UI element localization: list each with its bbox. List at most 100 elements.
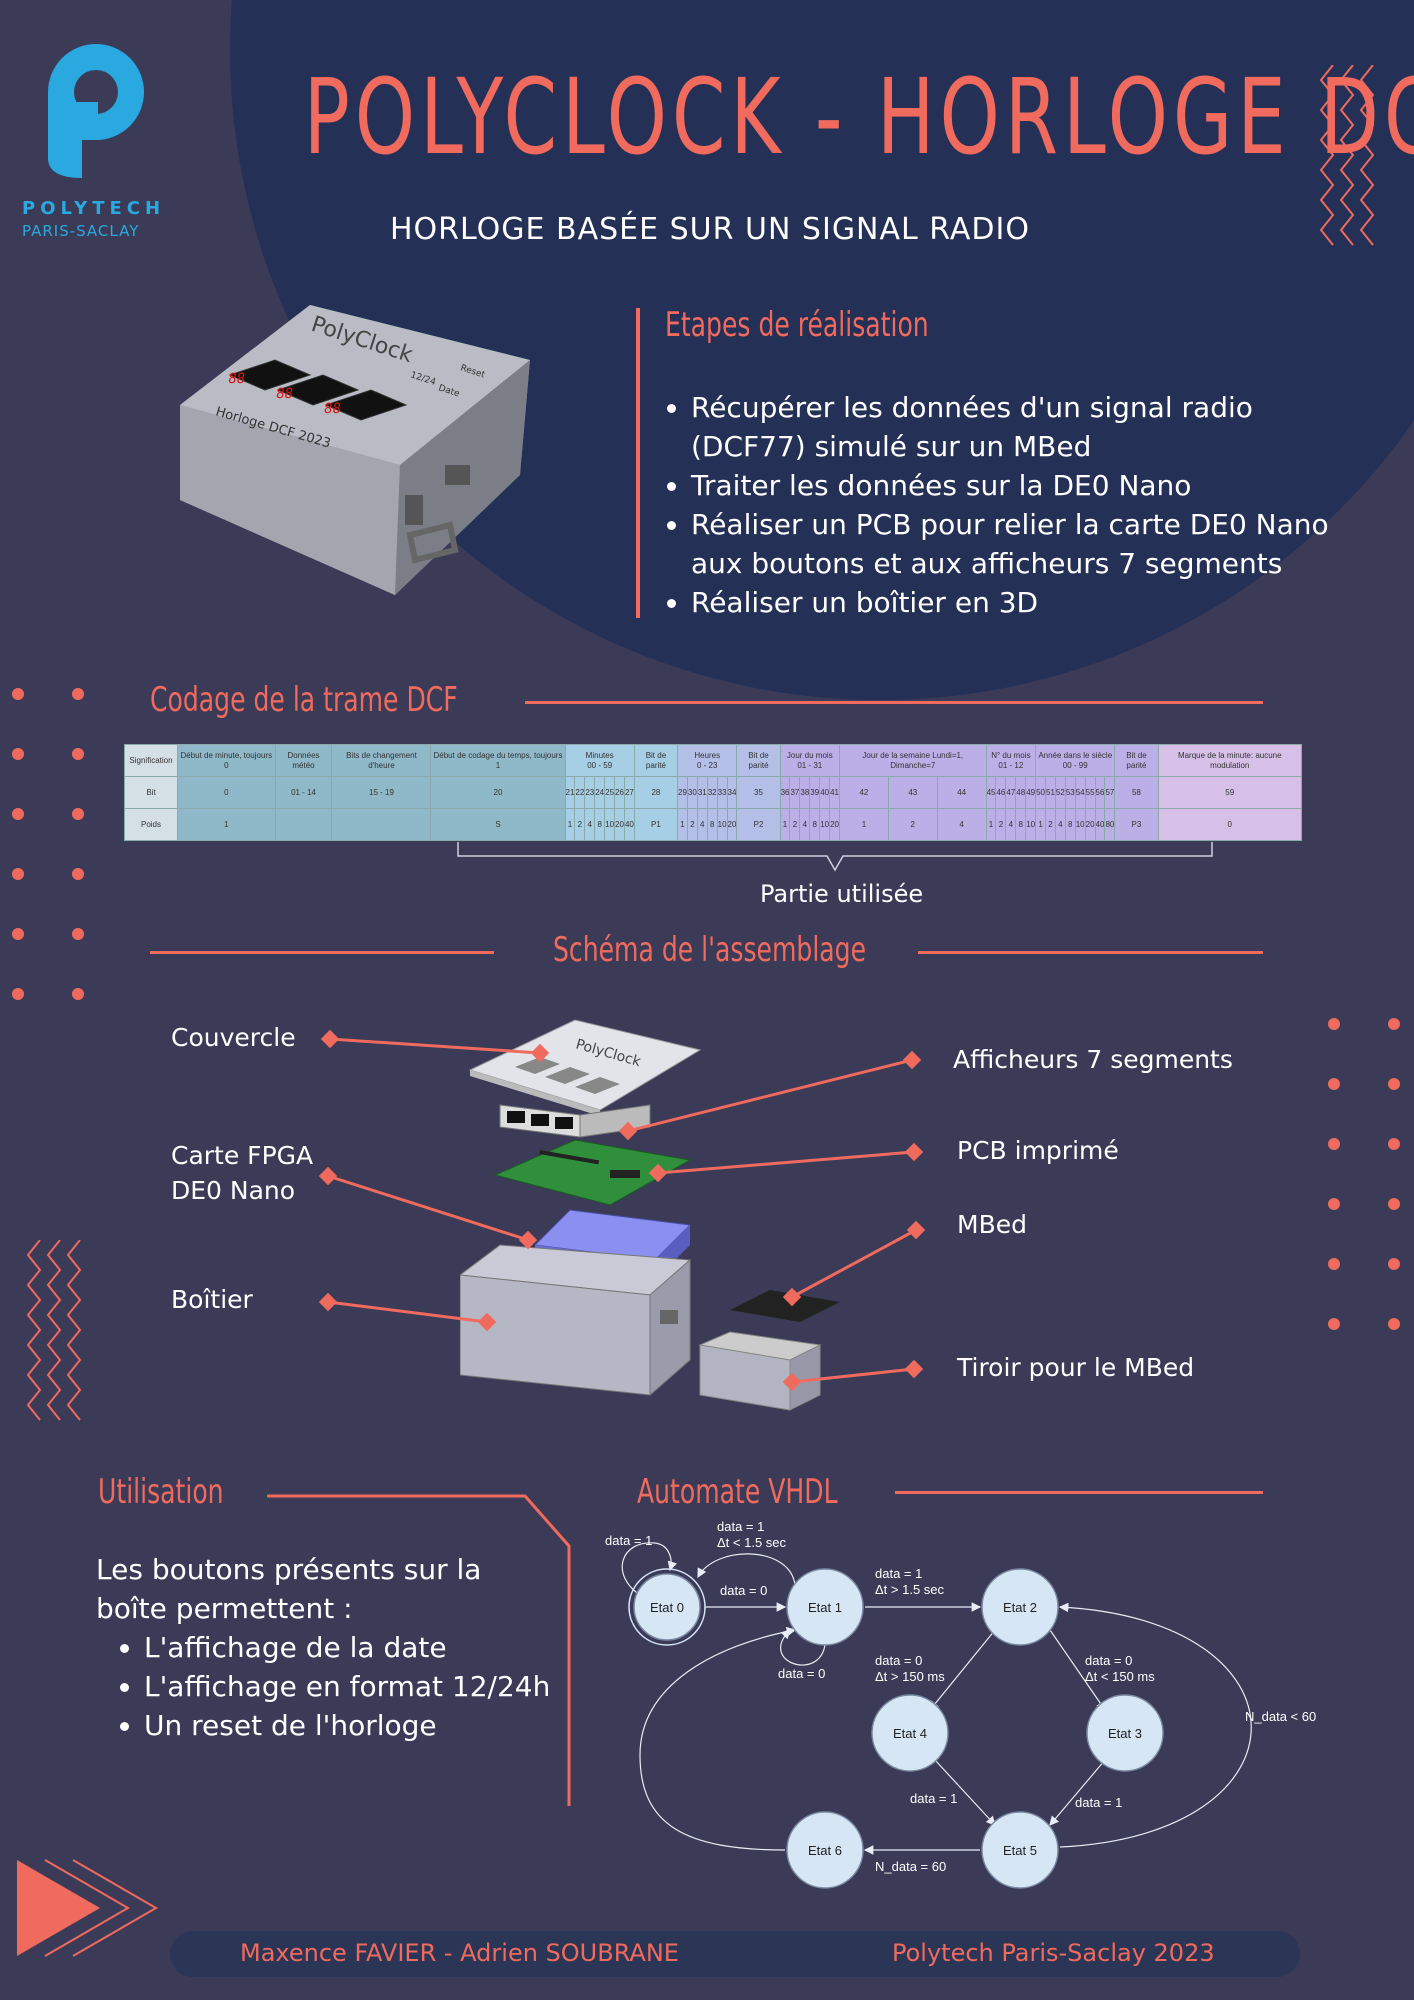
utilisation-list: L'affichage de la date L'affichage en fo… bbox=[108, 1628, 578, 1745]
dcf-weight-cell: 2 bbox=[887, 808, 938, 841]
page-subtitle: HORLOGE BASÉE SUR UN SIGNAL RADIO bbox=[390, 212, 1030, 247]
automate-title: Automate VHDL bbox=[637, 1472, 838, 1512]
dcf-weight-cell: P2 bbox=[736, 808, 781, 841]
state-label: Etat 4 bbox=[893, 1726, 927, 1741]
state-label: Etat 2 bbox=[1003, 1600, 1037, 1615]
dcf-group-label: Jour de la semaine Lundi=1, Dimanche=7 bbox=[839, 744, 987, 777]
dcf-frame-table: Signification Début de minute, toujours 0… bbox=[124, 744, 1302, 841]
svg-text:88: 88 bbox=[275, 386, 294, 402]
logo-subname: PARIS-SACLAY bbox=[22, 222, 140, 240]
dcf-group-label: Bits de changement d'heure bbox=[331, 744, 432, 777]
etapes-item: Réaliser un boîtier en 3D bbox=[691, 583, 1355, 622]
transition-label: data = 1 bbox=[717, 1519, 764, 1534]
transition-label: data = 1 bbox=[605, 1533, 652, 1548]
svg-text:88: 88 bbox=[323, 401, 342, 417]
decorative-dot bbox=[1388, 1318, 1400, 1330]
dcf-weight-cell bbox=[331, 808, 432, 841]
row-header: Signification bbox=[124, 744, 178, 777]
footer-bar: Maxence FAVIER - Adrien SOUBRANE Polytec… bbox=[170, 1931, 1300, 1977]
transition-label: data = 0 bbox=[720, 1583, 767, 1598]
state-label: Etat 6 bbox=[808, 1843, 842, 1858]
label-pcb: PCB imprimé bbox=[957, 1136, 1119, 1165]
row-header: Poids bbox=[124, 808, 178, 841]
label-tiroir: Tiroir pour le MBed bbox=[957, 1353, 1195, 1382]
dcf-bit-cell: 43 bbox=[887, 776, 938, 809]
dcf-bit-cell: 42 bbox=[839, 776, 889, 809]
polytech-logo-icon bbox=[48, 44, 144, 178]
label-fpga: Carte FPGA DE0 Nano bbox=[171, 1141, 314, 1205]
decorative-dot bbox=[1328, 1078, 1340, 1090]
dcf-group-label: Début de codage du temps, toujours 1 bbox=[430, 744, 566, 777]
decorative-dot bbox=[1328, 1318, 1340, 1330]
decorative-dot bbox=[1328, 1018, 1340, 1030]
utilisation-intro: Les boutons présents sur la boîte permet… bbox=[96, 1553, 482, 1625]
transition-label: N_data = 60 bbox=[875, 1859, 946, 1874]
state-label: Etat 1 bbox=[808, 1600, 842, 1615]
decorative-dot bbox=[1388, 1198, 1400, 1210]
utilisation-item: Un reset de l'horloge bbox=[144, 1706, 578, 1745]
label-couvercle: Couvercle bbox=[171, 1023, 296, 1052]
dcf-bit-cell: 20 bbox=[430, 776, 566, 809]
decorative-dot bbox=[1388, 1258, 1400, 1270]
decorative-dot bbox=[12, 988, 24, 1000]
transition-label: data = 1 bbox=[1075, 1795, 1122, 1810]
transition-label: data = 0 bbox=[1085, 1653, 1132, 1668]
utilisation-item: L'affichage de la date bbox=[144, 1628, 578, 1667]
dcf-group-label: Bit de parité bbox=[736, 744, 781, 777]
decorative-dot bbox=[12, 688, 24, 700]
dcf-weight-cell: 1 bbox=[839, 808, 889, 841]
dcf-group-label: Données météo bbox=[274, 744, 333, 777]
dcf-frame-table-wrap: Signification Début de minute, toujours 0… bbox=[124, 744, 1302, 841]
decorative-dot bbox=[12, 808, 24, 820]
etapes-item: Traiter les données sur la DE0 Nano bbox=[691, 466, 1355, 505]
decorative-dot bbox=[1328, 1198, 1340, 1210]
dcf-bit-cell: 58 bbox=[1114, 776, 1159, 809]
etapes-item: Récupérer les données d'un signal radio … bbox=[691, 388, 1355, 466]
dcf-weight-cell: S bbox=[430, 808, 566, 841]
transition-label: Δt > 1.5 sec bbox=[875, 1582, 945, 1597]
label-boitier: Boîtier bbox=[171, 1285, 253, 1314]
used-part-label: Partie utilisée bbox=[760, 880, 924, 908]
utilisation-frame-line bbox=[267, 1494, 571, 1806]
dcf-weight-cell: P1 bbox=[633, 808, 679, 841]
polyclock-box-image: 88 88 88 PolyClock Reset 12/24 Date Horl… bbox=[180, 305, 530, 595]
decorative-dot bbox=[12, 868, 24, 880]
dcf-bit-cell: 44 bbox=[936, 776, 987, 809]
decorative-dot bbox=[1328, 1258, 1340, 1270]
decorative-dot bbox=[72, 748, 84, 760]
exploded-view-image: PolyClock bbox=[460, 1019, 840, 1411]
etapes-title: Etapes de réalisation bbox=[665, 305, 929, 345]
decorative-dot bbox=[1388, 1078, 1400, 1090]
used-part-brace bbox=[457, 842, 1213, 872]
utilisation-title: Utilisation bbox=[98, 1472, 224, 1512]
dcf-bit-cell: 35 bbox=[736, 776, 781, 809]
zigzag-decoration-icon bbox=[1319, 65, 1375, 246]
decorative-dot bbox=[72, 988, 84, 1000]
state-label: Etat 5 bbox=[1003, 1843, 1037, 1858]
dcf-group-label: Heures 0 - 23 bbox=[676, 744, 738, 777]
dcf-weight-cell: P3 bbox=[1114, 808, 1159, 841]
etapes-divider bbox=[636, 308, 640, 618]
etapes-item: Réaliser un PCB pour relier la carte DE0… bbox=[691, 505, 1355, 583]
assemblage-title: Schéma de l'assemblage bbox=[553, 930, 867, 970]
dcf-group-label: N° du mois 01 - 12 bbox=[985, 744, 1037, 777]
decorative-dot bbox=[12, 928, 24, 940]
decorative-dot bbox=[1388, 1018, 1400, 1030]
dcf-weight-cell: 0 bbox=[1157, 808, 1302, 841]
codage-rule bbox=[525, 701, 1263, 704]
state-label: Etat 0 bbox=[650, 1600, 684, 1615]
footer-school: Polytech Paris-Saclay 2023 bbox=[892, 1939, 1215, 1967]
state-machine-diagram: Etat 0 Etat 1 Etat 2 Etat 3 Etat 4 Etat … bbox=[605, 1519, 1316, 1889]
decorative-dot bbox=[72, 868, 84, 880]
transition-label: N_data < 60 bbox=[1245, 1709, 1316, 1724]
dcf-group-label: Bit de parité bbox=[1114, 744, 1159, 777]
transition-label: data = 0 bbox=[778, 1666, 825, 1681]
transition-label: Δt < 150 ms bbox=[1085, 1669, 1155, 1684]
assemblage-rule-right bbox=[918, 951, 1263, 954]
svg-text:88: 88 bbox=[227, 371, 246, 387]
decorative-dot bbox=[72, 688, 84, 700]
dcf-weight-cell bbox=[274, 808, 333, 841]
dcf-group-label: Marque de la minute: aucune modulation bbox=[1157, 744, 1302, 777]
transition-label: Δt < 1.5 sec bbox=[717, 1535, 787, 1550]
